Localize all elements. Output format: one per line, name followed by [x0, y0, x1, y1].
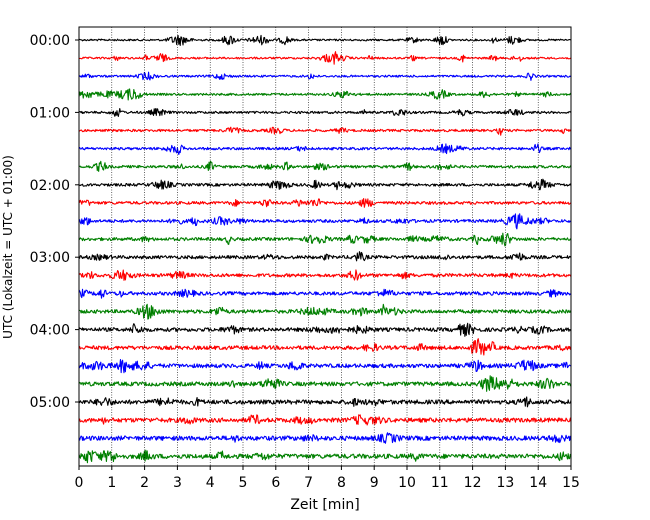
x-tick-label: 13	[496, 475, 514, 491]
x-tick-label: 2	[140, 475, 149, 491]
trace-row	[78, 322, 572, 337]
trace-row	[78, 449, 572, 464]
trace-row	[78, 126, 572, 136]
x-tick-label: 6	[271, 475, 280, 491]
trace-row	[78, 432, 572, 444]
trace-row	[78, 269, 572, 281]
x-tick-label: 15	[562, 475, 580, 491]
x-axis-ticks: 0 1 2 3 4 5 6 7 8 9 10 11 12 13 14 15	[75, 466, 580, 491]
trace-row	[78, 143, 572, 156]
trace-row	[78, 108, 572, 117]
trace-row	[78, 303, 572, 320]
x-axis-label: Zeit [min]	[290, 497, 359, 513]
trace-row	[78, 160, 572, 172]
trace-row	[78, 288, 572, 299]
y-tick-label: 03:00	[30, 250, 70, 266]
trace-row	[78, 414, 572, 426]
x-tick-label: 10	[398, 475, 416, 491]
trace-row	[78, 51, 572, 65]
x-tick-label: 5	[239, 475, 248, 491]
x-tick-label: 9	[370, 475, 379, 491]
trace-row	[78, 251, 572, 262]
x-tick-label: 11	[431, 475, 449, 491]
trace-row	[78, 358, 572, 374]
trace-row	[78, 198, 572, 208]
y-tick-label: 04:00	[30, 323, 70, 339]
trace-row	[78, 375, 572, 392]
y-tick-label: 01:00	[30, 105, 70, 121]
x-tick-label: 1	[107, 475, 116, 491]
y-axis-ticks: 00:00 01:00 02:00 03:00 04:00 05:00	[30, 33, 79, 411]
trace-row	[78, 232, 572, 247]
trace-row	[78, 88, 572, 101]
x-tick-label: 12	[464, 475, 482, 491]
x-tick-label: 8	[337, 475, 346, 491]
y-tick-label: 05:00	[30, 395, 70, 411]
x-tick-label: 7	[304, 475, 313, 491]
y-tick-label: 02:00	[30, 178, 70, 194]
vertical-gridlines	[111, 27, 539, 466]
x-tick-label: 0	[75, 475, 84, 491]
trace-row	[78, 213, 572, 230]
trace-row	[78, 71, 572, 81]
x-tick-label: 3	[173, 475, 182, 491]
trace-row	[78, 178, 572, 191]
y-axis-label: UTC (Lokalzeit = UTC + 01:00)	[1, 155, 15, 339]
plot-frame	[78, 26, 572, 467]
trace-row	[78, 396, 572, 408]
y-tick-label: 00:00	[30, 33, 70, 49]
trace-row	[78, 338, 572, 356]
trace-row	[78, 34, 572, 46]
x-tick-label: 14	[529, 475, 547, 491]
x-tick-label: 4	[206, 475, 215, 491]
seismic-traces	[78, 34, 572, 464]
